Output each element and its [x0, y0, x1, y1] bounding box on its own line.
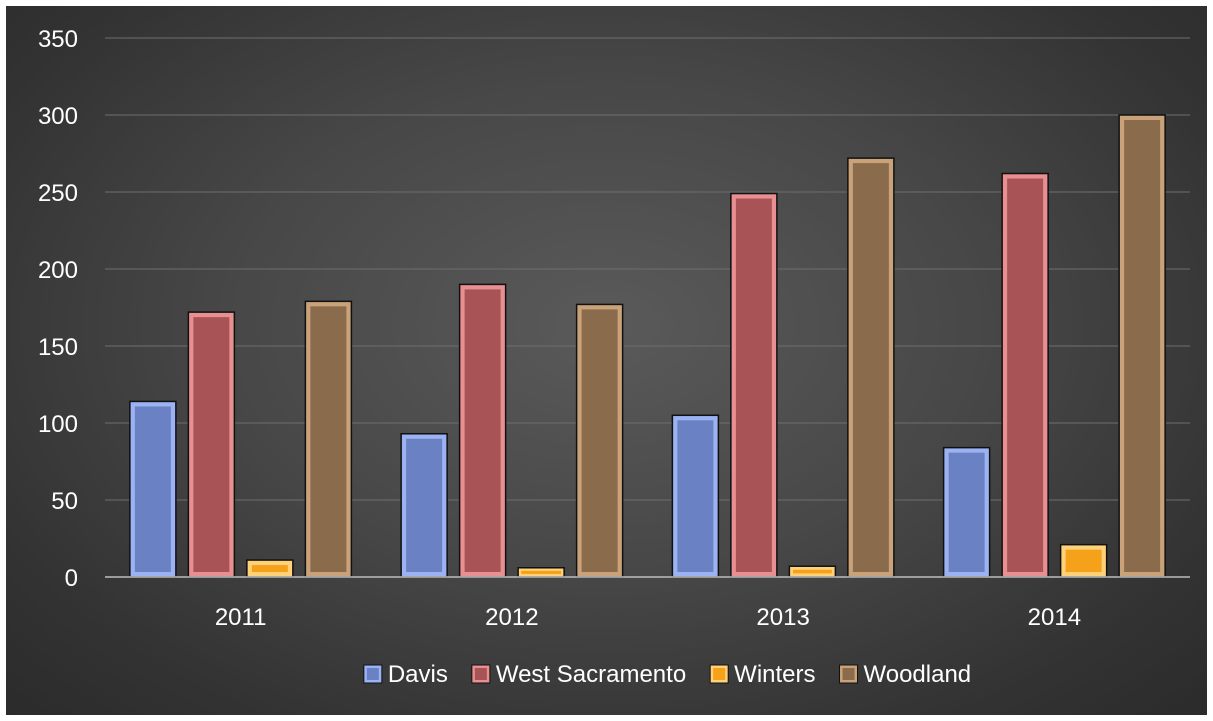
y-tick-label: 200 — [38, 257, 78, 284]
legend-item-woodland: Woodland — [839, 661, 972, 688]
bar-davis-2011 — [129, 400, 177, 578]
bar-woodland-2011 — [304, 300, 353, 578]
bar-west-sacramento-2012 — [458, 283, 507, 578]
bar-west-sacramento-2013 — [730, 192, 778, 578]
legend-swatch — [471, 664, 491, 684]
legend-item-winters: Winters — [709, 661, 816, 688]
y-tick-label: 50 — [51, 488, 78, 515]
bar-west-sacramento-2011 — [187, 311, 236, 578]
bar-west-sacramento-2014 — [1001, 172, 1049, 578]
x-tick-label: 2014 — [1028, 604, 1081, 631]
bar-winters-2013 — [788, 565, 837, 578]
y-axis-tick-labels: 0 50 100 150 200 250 300 350 — [38, 26, 78, 592]
bar-davis-2012 — [400, 433, 448, 578]
x-axis-tick-labels: 2011 2012 2013 2014 — [215, 604, 1081, 631]
legend-label: Davis — [388, 661, 448, 688]
y-tick-label: 300 — [38, 103, 78, 130]
legend: Davis West Sacramento Winters Woodland — [363, 661, 972, 688]
legend-item-davis: Davis — [363, 661, 448, 688]
y-tick-label: 350 — [38, 26, 78, 53]
x-tick-label: 2013 — [756, 604, 809, 631]
bar-woodland-2012 — [575, 303, 624, 578]
legend-swatch — [709, 664, 729, 684]
x-tick-label: 2012 — [485, 604, 538, 631]
bar-woodland-2014 — [1118, 114, 1166, 578]
bar-winters-2014 — [1059, 543, 1108, 578]
x-tick-label: 2011 — [215, 604, 267, 631]
gridlines — [105, 37, 1190, 501]
legend-item-west-sacramento: West Sacramento — [471, 661, 686, 688]
bar-davis-2013 — [671, 414, 720, 578]
bar-woodland-2013 — [847, 157, 895, 578]
y-tick-label: 250 — [38, 180, 78, 207]
y-tick-label: 100 — [38, 411, 78, 438]
legend-label: Winters — [734, 661, 815, 688]
legend-label: Woodland — [864, 661, 972, 688]
bar-winters-2011 — [246, 559, 294, 578]
legend-label: West Sacramento — [496, 661, 686, 688]
bar-winters-2012 — [517, 567, 565, 578]
bar-davis-2014 — [942, 446, 991, 578]
legend-swatch — [363, 664, 383, 684]
y-tick-label: 150 — [38, 334, 78, 361]
bars — [129, 114, 1166, 578]
y-tick-label: 0 — [65, 565, 78, 592]
legend-swatch — [839, 664, 859, 684]
